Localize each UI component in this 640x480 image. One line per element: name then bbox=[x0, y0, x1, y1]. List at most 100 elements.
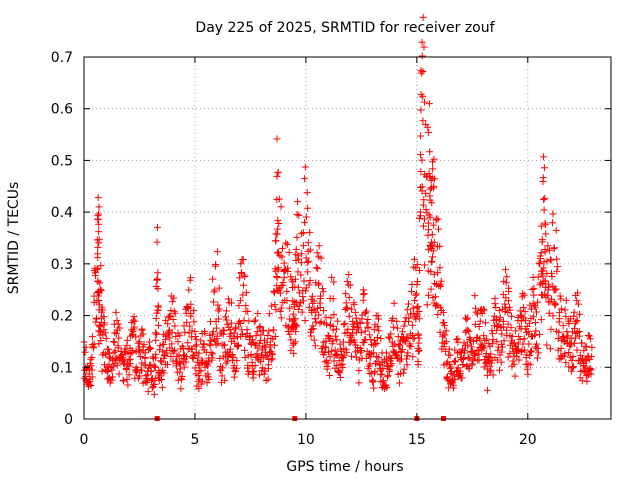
data-point bbox=[534, 273, 542, 281]
data-point bbox=[257, 331, 265, 339]
data-point bbox=[464, 353, 472, 361]
data-point bbox=[97, 262, 105, 270]
data-point bbox=[316, 303, 324, 311]
data-point bbox=[178, 372, 186, 380]
data-point bbox=[287, 273, 295, 281]
data-point bbox=[239, 256, 247, 264]
data-point bbox=[91, 269, 99, 277]
data-point bbox=[544, 291, 552, 299]
data-point bbox=[355, 325, 363, 333]
data-point bbox=[512, 327, 520, 335]
data-point bbox=[336, 369, 344, 377]
data-point bbox=[182, 358, 190, 366]
data-point bbox=[430, 270, 438, 278]
data-point bbox=[267, 356, 275, 364]
data-point bbox=[386, 334, 394, 342]
data-point bbox=[301, 163, 309, 171]
data-point bbox=[236, 296, 244, 304]
data-point bbox=[532, 308, 540, 316]
data-point bbox=[447, 363, 455, 371]
data-point bbox=[383, 384, 391, 392]
data-point bbox=[287, 336, 295, 344]
data-point bbox=[323, 365, 331, 373]
data-point bbox=[574, 289, 582, 297]
data-point bbox=[578, 339, 586, 347]
data-point bbox=[274, 169, 282, 177]
data-point bbox=[218, 372, 226, 380]
data-point bbox=[278, 244, 286, 252]
data-point bbox=[351, 308, 359, 316]
data-point bbox=[384, 372, 392, 380]
data-point bbox=[403, 306, 411, 314]
data-point bbox=[467, 343, 475, 351]
data-point bbox=[528, 285, 536, 293]
data-point bbox=[515, 356, 523, 364]
data-point bbox=[295, 302, 303, 310]
data-point bbox=[256, 371, 264, 379]
data-point bbox=[429, 165, 437, 173]
data-point bbox=[184, 339, 192, 347]
data-point bbox=[493, 323, 501, 331]
data-point bbox=[548, 295, 556, 303]
tick-labels: 0 0.1 0.2 0.3 0.4 0.5 0.6 0.7 0 5 10 15 20 bbox=[51, 50, 537, 448]
data-point bbox=[274, 248, 282, 256]
data-point bbox=[426, 148, 434, 156]
data-point bbox=[328, 347, 336, 355]
data-point bbox=[158, 383, 166, 391]
data-point bbox=[136, 346, 144, 354]
data-point bbox=[547, 256, 555, 264]
data-point bbox=[306, 228, 314, 236]
data-point bbox=[419, 222, 427, 230]
data-point bbox=[239, 291, 247, 299]
data-point bbox=[94, 265, 102, 273]
data-point bbox=[440, 343, 448, 351]
data-point bbox=[586, 335, 594, 343]
data-point bbox=[271, 333, 279, 341]
data-point bbox=[434, 310, 442, 318]
data-point bbox=[132, 333, 140, 341]
data-point bbox=[109, 373, 117, 381]
data-point bbox=[185, 286, 193, 294]
data-point bbox=[321, 349, 329, 357]
data-point bbox=[219, 326, 227, 334]
data-point bbox=[257, 358, 265, 366]
data-point bbox=[310, 297, 318, 305]
data-point bbox=[520, 335, 528, 343]
data-point bbox=[530, 291, 538, 299]
data-point bbox=[306, 277, 314, 285]
data-point bbox=[156, 372, 164, 380]
data-point bbox=[131, 317, 139, 325]
data-point bbox=[429, 247, 437, 255]
data-point bbox=[409, 335, 417, 343]
data-point bbox=[273, 135, 281, 143]
data-point bbox=[464, 314, 472, 322]
data-point bbox=[292, 246, 300, 254]
data-point bbox=[153, 275, 161, 283]
data-point bbox=[254, 309, 262, 317]
data-point bbox=[516, 335, 524, 343]
data-point bbox=[198, 377, 206, 385]
data-point bbox=[283, 287, 291, 295]
data-point bbox=[375, 315, 383, 323]
data-point bbox=[158, 358, 166, 366]
data-point bbox=[138, 326, 146, 334]
data-point bbox=[437, 304, 445, 312]
data-point bbox=[249, 368, 257, 376]
data-point bbox=[111, 338, 119, 346]
data-point bbox=[325, 371, 333, 379]
data-point bbox=[410, 255, 418, 263]
data-point bbox=[504, 353, 512, 361]
data-point bbox=[119, 354, 127, 362]
data-point bbox=[235, 318, 243, 326]
data-point bbox=[128, 349, 136, 357]
data-point bbox=[361, 309, 369, 317]
data-point bbox=[143, 377, 151, 385]
data-point bbox=[418, 156, 426, 164]
data-point bbox=[436, 283, 444, 291]
data-point bbox=[291, 338, 299, 346]
data-point bbox=[222, 307, 230, 315]
data-point bbox=[436, 242, 444, 250]
data-point bbox=[187, 300, 195, 308]
data-point bbox=[449, 384, 457, 392]
data-point bbox=[414, 347, 422, 355]
